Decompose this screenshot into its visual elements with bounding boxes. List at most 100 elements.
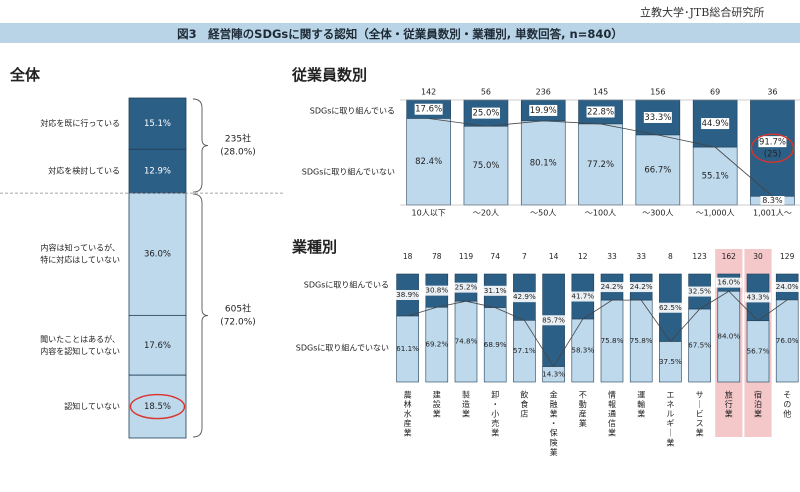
emp-category-label: ～20人 [473, 209, 499, 218]
industry-value-label-bottom: 37.5% [659, 357, 682, 366]
emp-value-label-bottom: 55.1% [702, 172, 729, 182]
industry-category-label: 業 [550, 447, 558, 457]
industry-category-label: の [783, 400, 791, 409]
industry-value-label-top: 24.2% [630, 282, 653, 291]
industry-value-label-bottom: 14.3% [542, 369, 565, 378]
industry-category-label: 製 [462, 389, 470, 399]
industry-value-label-top: 31.1% [484, 286, 507, 295]
industry-count-label: 12 [578, 252, 588, 261]
emp-value-label-top: 25.0% [472, 109, 499, 119]
industry-value-label-bottom: 67.5% [688, 341, 711, 350]
emp-value-bg [414, 103, 443, 115]
emp-value-label-top: 91.7% [759, 138, 786, 148]
overall-value-label: 17.6% [144, 341, 171, 351]
overall-segment-label: 対応を既に行っている [40, 118, 120, 128]
emp-annotation: (25) [764, 150, 781, 160]
title-bar [0, 23, 800, 43]
overall-segment-label: 内容を認知していない [40, 346, 120, 356]
industry-legend-top: SDGsに取り組んでいる [304, 280, 389, 290]
emp-legend-top: SDGsに取り組んでいる [310, 106, 395, 116]
industry-value-label-bottom: 56.7% [747, 346, 770, 355]
red-circle-marker [129, 393, 186, 420]
industry-category-label: 融 [550, 399, 558, 409]
industry-category-label: 通 [608, 409, 616, 419]
emp-value-label-top: 17.6% [415, 105, 442, 115]
industry-category-label: 不 [579, 390, 587, 399]
industry-value-bg [394, 290, 421, 301]
industry-category-label: 業 [491, 428, 499, 438]
emp-value-label-bottom: 82.4% [415, 157, 442, 167]
industry-category-label: ・ [550, 419, 558, 428]
industry-category-label: 飲 [520, 389, 528, 399]
overall-value-label: 15.1% [144, 119, 171, 129]
industry-category-label: 小 [491, 410, 499, 419]
industry-value-label-top: 30.8% [425, 286, 448, 295]
overall-section-title: 全体 [10, 66, 41, 84]
industry-count-label: 33 [636, 252, 646, 261]
industry-value-label-bottom: 57.1% [513, 346, 536, 355]
overall-value-label: 12.9% [144, 167, 171, 177]
emp-count-label: 69 [710, 88, 720, 97]
industry-category-label: 産 [404, 418, 412, 428]
employee-section-title: 従業員数別 [292, 66, 368, 84]
group-total-label: 605社 [225, 303, 251, 315]
industry-count-label: 18 [403, 252, 413, 261]
industry-value-label-bottom: 69.2% [425, 340, 448, 349]
industry-value-bg [511, 292, 538, 303]
industry-category-label: 業 [666, 437, 674, 447]
industry-value-bg [657, 302, 684, 313]
industry-value-bg [628, 282, 655, 293]
emp-bar-bottom [520, 120, 566, 206]
emp-count-label: 156 [650, 88, 665, 97]
industry-value-bg [599, 282, 625, 293]
industry-category-label: 農 [404, 389, 412, 399]
industry-value-bg [745, 292, 771, 303]
industry-category-label: 業 [550, 409, 558, 419]
emp-value-label-top: 33.3% [644, 113, 671, 123]
industry-category-label: 報 [608, 400, 616, 409]
overall-segment-label: 対応を検討している [48, 166, 120, 176]
emp-bar-bottom [578, 123, 623, 206]
industry-count-label: 119 [459, 252, 474, 261]
emp-value-bg [760, 196, 785, 205]
source-credit: 立教大学･JTB総合研究所 [640, 6, 765, 19]
industry-category-label: 水 [404, 409, 412, 419]
industry-value-label-top: 85.7% [542, 315, 565, 324]
industry-count-label: 123 [692, 252, 707, 261]
industry-count-label: 33 [607, 252, 617, 261]
industry-count-label: 74 [490, 252, 500, 261]
industry-category-label: 険 [550, 438, 558, 447]
overall-segment-label: 特に対応はしていない [40, 255, 120, 265]
emp-value-bg [758, 136, 787, 148]
industry-category-label: 保 [550, 428, 558, 438]
overall-segment-label: 認知していない [64, 401, 120, 411]
industry-category-label: エ [666, 390, 674, 399]
emp-count-label: 142 [421, 88, 436, 97]
overall-segment-label: 聞いたことはあるが、 [40, 334, 120, 344]
industry-category-label: 業 [579, 418, 587, 428]
emp-bar-bottom [406, 118, 451, 206]
industry-value-label-top: 62.5% [659, 303, 682, 312]
emp-bar-top [750, 99, 795, 197]
industry-category-label: 産 [579, 409, 587, 419]
group-total-label: (28.0%) [220, 148, 256, 158]
group-brace [192, 193, 209, 438]
industry-count-label: 30 [753, 252, 763, 261]
industry-value-label-bottom: 75.8% [630, 336, 653, 345]
emp-category-label: ～100人 [585, 209, 616, 218]
emp-value-label-bottom: 8.3% [762, 196, 783, 205]
industry-category-label: 業 [637, 409, 645, 419]
industry-value-label-top: 43.3% [747, 292, 770, 301]
industry-category-label: 他 [783, 409, 791, 419]
industry-category-label: 業 [696, 428, 704, 438]
industry-category-label: 業 [725, 409, 733, 419]
emp-category-label: 10人以下 [412, 209, 446, 218]
industry-category-label: 情 [608, 389, 616, 399]
industry-category-label: 輸 [637, 399, 645, 409]
overall-segment-label: 内容は知っているが、 [41, 243, 120, 253]
group-total-label: (72.0%) [220, 318, 256, 328]
emp-value-label-bottom: 75.0% [472, 161, 499, 171]
overall-segment [128, 97, 187, 150]
emp-count-label: 145 [593, 88, 608, 97]
